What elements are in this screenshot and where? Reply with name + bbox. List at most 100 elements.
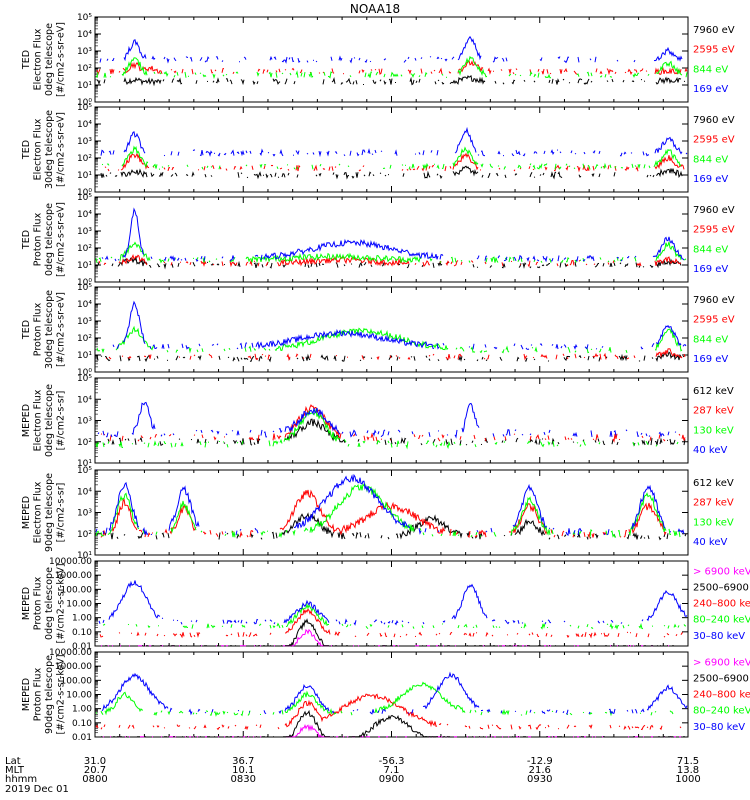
series-line (102, 602, 687, 630)
y-axis-label-line: TED (21, 50, 32, 70)
legend-entry: 7960 eV (693, 205, 735, 216)
panel-frame (94, 651, 689, 738)
series-line (98, 580, 688, 626)
legend-entry: 130 keV (693, 517, 734, 528)
panel-frame (94, 16, 689, 103)
y-axis-label-line: 30deg telescope (44, 110, 55, 189)
x-tick-label: -12.9 (527, 756, 553, 767)
legend-entry: 287 keV (693, 406, 734, 417)
y-axis-label-line: 0deg telescope (44, 567, 55, 640)
series-line (105, 620, 684, 646)
series-line (96, 683, 686, 716)
series-line (99, 35, 683, 64)
legend-entry: 240–800 keV (693, 599, 750, 610)
y-tick-label: 1.00 (72, 614, 92, 624)
y-tick-label: 10³ (77, 509, 92, 519)
y-tick-label: 10² (77, 530, 92, 540)
legend-entry: 169 eV (693, 174, 728, 185)
series-line (101, 166, 686, 178)
series-line (96, 694, 685, 729)
y-axis-label-line: Electron Flux (33, 28, 44, 90)
y-tick-label: 10³ (77, 317, 92, 327)
y-axis-label: TED Proton Flux 30deg telescope [#/cm2-s-sr… (21, 290, 67, 369)
legend-entry: 2500–6900 (693, 674, 749, 685)
y-axis-label: TED Proton Flux 0deg telescope [#/cm2-s-sr-… (21, 202, 67, 277)
y-tick-label: 10⁵ (77, 13, 92, 23)
y-axis-label-line: TED (21, 230, 32, 250)
y-axis-label-line: 0deg telescope (44, 384, 55, 457)
y-tick-label: 10.00 (66, 691, 92, 701)
panel-frame (94, 196, 689, 283)
y-tick-label: 0.01 (72, 642, 92, 652)
legend-entry: 7960 eV (693, 295, 735, 306)
legend-entry: 40 keV (693, 537, 727, 548)
y-axis-label-line: 0deg telescope (44, 23, 55, 96)
series-line (96, 485, 687, 538)
y-tick-label: 10⁵ (77, 193, 92, 203)
x-row-label: hhmm (5, 774, 37, 785)
y-axis-label: MEPED Proton Flux 0deg telescope [#/cm2-s-s… (21, 563, 67, 643)
y-tick-label: 10⁴ (77, 120, 92, 130)
y-tick-label: 10⁰ (77, 368, 92, 378)
panel-frame (94, 377, 689, 464)
legend-entry: 169 eV (693, 264, 728, 275)
series-line (101, 709, 685, 738)
y-axis-label-line: [#/cm2-s-sr] (56, 483, 67, 543)
y-axis-label: MEPED Electron Flux 90deg telescope [#/cm2-… (21, 473, 67, 552)
y-axis-label-line: MEPED (21, 404, 32, 437)
y-tick-label: 1.00 (72, 705, 92, 715)
chart-title: NOAA18 (349, 2, 401, 16)
legend-entry: 169 eV (693, 354, 728, 365)
y-tick-label: 10⁴ (77, 30, 92, 40)
legend-entry: 30–80 keV (693, 722, 745, 733)
y-tick-label: 10² (77, 334, 92, 344)
y-axis-label-line: MEPED (21, 496, 32, 529)
y-tick-label: 10¹ (77, 261, 92, 271)
y-axis-label-line: 0deg telescope (44, 203, 55, 276)
y-tick-label: 10⁰ (77, 188, 92, 198)
y-tick-label: 0.10 (72, 719, 92, 729)
y-tick-label: 10⁵ (77, 283, 92, 293)
series-line (103, 725, 687, 736)
y-axis-label-line: TED (21, 140, 32, 160)
legend-entry: > 6900 keV (693, 658, 750, 669)
y-tick-label: 10¹ (77, 351, 92, 361)
series-line (97, 419, 687, 445)
legend-entry: 30–80 keV (693, 631, 745, 642)
y-tick-label: 10³ (77, 227, 92, 237)
series-line (96, 351, 685, 363)
x-tick-label: 36.7 (232, 756, 254, 767)
series-line (101, 630, 686, 646)
y-axis-label: MEPED Electron Flux 0deg telescope [#/cm2-s… (21, 384, 67, 457)
y-axis-label-line: Electron Flux (33, 389, 44, 451)
x-tick-label: 21.6 (529, 765, 551, 776)
y-tick-label: 10² (77, 438, 92, 448)
y-axis-label-line: Proton Flux (33, 576, 44, 630)
legend-entry: 2595 eV (693, 225, 735, 236)
y-axis-label-line: [#/cm2-s-sr-keV] (56, 654, 67, 734)
legend-entry: 130 keV (693, 425, 734, 436)
y-tick-label: 10² (77, 244, 92, 254)
y-axis-label-line: TED (21, 320, 32, 340)
y-axis-label-line: Electron Flux (33, 481, 44, 543)
y-axis-label-line: 30deg telescope (44, 290, 55, 369)
y-tick-label: 10.00 (66, 600, 92, 610)
x-tick-label: 0900 (379, 774, 404, 785)
y-axis-label-line: 90deg telescope (44, 473, 55, 552)
legend-entry: 844 eV (693, 334, 728, 345)
series-line (95, 241, 687, 264)
y-axis-label: MEPED Proton Flux 90deg telescope [#/cm2-s-… (21, 654, 67, 734)
y-tick-label: 10000.00 (49, 557, 92, 567)
x-tick-label: 13.8 (677, 765, 699, 776)
x-tick-label: 20.7 (84, 765, 106, 776)
series-line (102, 147, 687, 170)
y-axis-label-line: [#/cm2-s-sr-eV] (56, 22, 67, 97)
y-tick-label: 10¹ (77, 459, 92, 469)
x-row-label: Lat (5, 756, 21, 767)
legend-entry: 287 keV (693, 498, 734, 509)
legend-entry: 2500–6900 (693, 583, 749, 594)
y-tick-label: 0.10 (72, 628, 92, 638)
legend-entry: 2595 eV (693, 45, 735, 56)
y-tick-label: 10⁰ (77, 278, 92, 288)
